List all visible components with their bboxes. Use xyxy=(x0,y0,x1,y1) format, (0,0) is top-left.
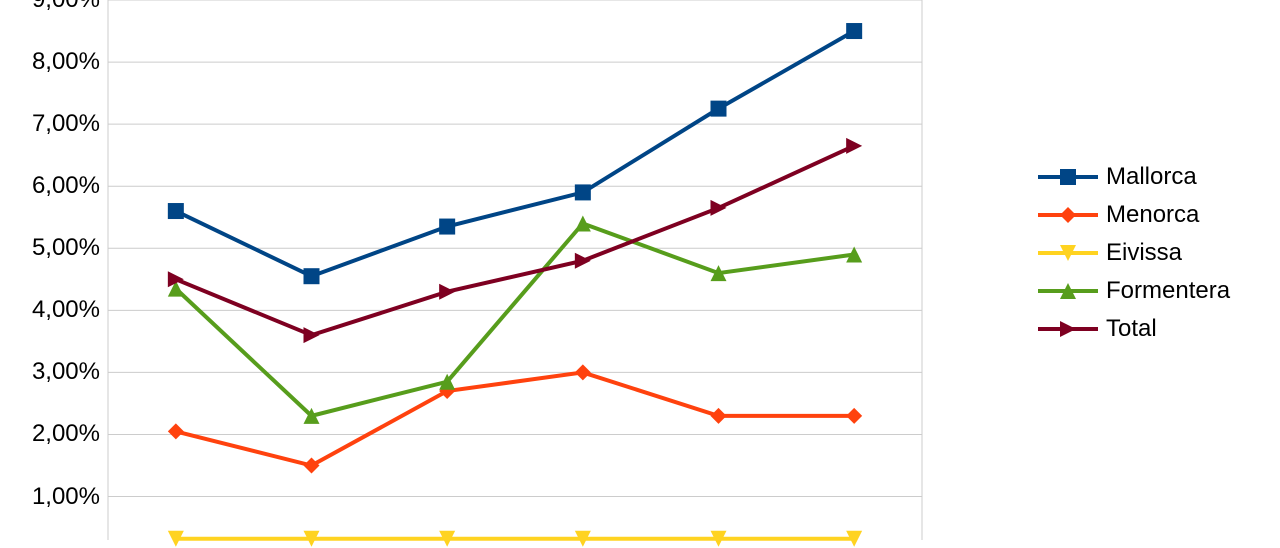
y-tick-label: 7,00% xyxy=(32,110,100,138)
legend-swatch xyxy=(1038,319,1098,339)
y-tick-label: 2,00% xyxy=(32,420,100,448)
legend-item: Eivissa xyxy=(1038,234,1230,272)
legend-label: Menorca xyxy=(1106,201,1199,229)
y-tick-label: 4,00% xyxy=(32,296,100,324)
legend-item: Menorca xyxy=(1038,196,1230,234)
y-tick-label: 1,00% xyxy=(32,483,100,511)
y-tick-label: 3,00% xyxy=(32,358,100,386)
legend-label: Formentera xyxy=(1106,277,1230,305)
legend-label: Mallorca xyxy=(1106,163,1197,191)
legend-swatch xyxy=(1038,281,1098,301)
y-tick-label: 9,00% xyxy=(32,0,100,14)
legend-item: Formentera xyxy=(1038,272,1230,310)
legend-label: Eivissa xyxy=(1106,239,1182,267)
y-tick-label: 8,00% xyxy=(32,48,100,76)
legend-item: Mallorca xyxy=(1038,158,1230,196)
y-tick-label: 5,00% xyxy=(32,234,100,262)
y-tick-label: 6,00% xyxy=(32,172,100,200)
legend-label: Total xyxy=(1106,315,1157,343)
legend-swatch xyxy=(1038,243,1098,263)
legend-swatch xyxy=(1038,205,1098,225)
legend-item: Total xyxy=(1038,310,1230,348)
chart-container: 1,00% 2,00% 3,00% 4,00% 5,00% 6,00% 7,00% 8,00%… xyxy=(0,0,1280,548)
legend-swatch xyxy=(1038,167,1098,187)
legend: Mallorca Menorca Eivissa Formentera Total xyxy=(1038,158,1230,348)
